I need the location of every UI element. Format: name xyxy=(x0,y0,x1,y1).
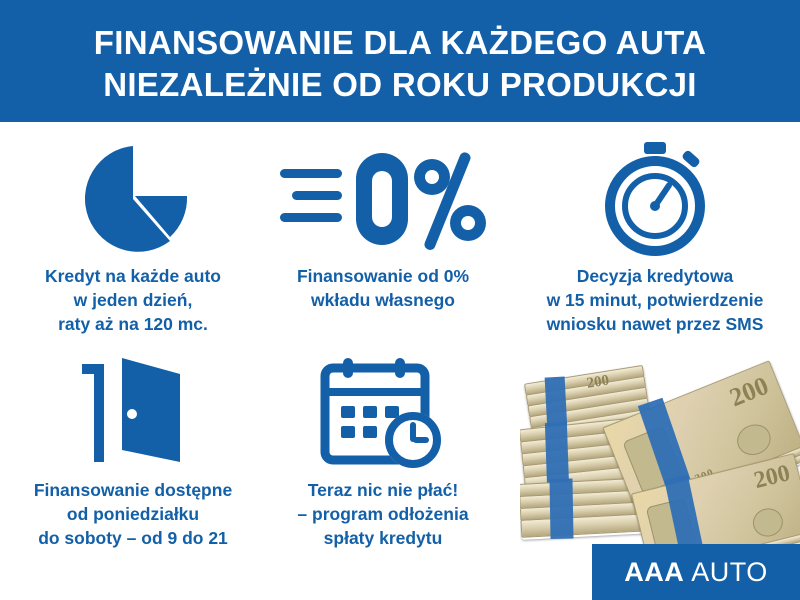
feature-caption: Teraz nic nie płać! – program odłożenia … xyxy=(297,480,469,548)
feature-item-availability: Finansowanie dostępne od poniedziałku do… xyxy=(8,354,258,550)
zero-percent-icon xyxy=(280,140,486,258)
feature-item-zero-percent: Finansowanie od 0% wkładu własnego xyxy=(258,140,508,312)
logo-text: AAA AUTO xyxy=(624,557,768,588)
logo-primary: AAA xyxy=(624,556,684,587)
logo-secondary: AUTO xyxy=(691,556,768,587)
feature-caption: Finansowanie dostępne od poniedziałku do… xyxy=(33,480,233,548)
feature-item-deferred: Teraz nic nie płać! – program odłożenia … xyxy=(258,354,508,550)
aaa-auto-logo: AAA AUTO xyxy=(592,544,800,600)
pie-chart-icon xyxy=(74,140,192,258)
banner-header: FINANSOWANIE DLA KAŻDEGO AUTA NIEZALEŻNI… xyxy=(0,0,800,122)
feature-item-credit: Kredyt na każde auto w jeden dzień, raty… xyxy=(8,140,258,336)
feature-caption: Decyzja kredytowa w 15 minut, potwierdze… xyxy=(546,266,764,334)
header-line-2: NIEZALEŻNIE OD ROKU PRODUKCJI xyxy=(103,66,697,103)
note-denomination: 200 xyxy=(725,370,773,413)
calendar-clock-icon xyxy=(317,354,449,472)
feature-caption: Kredyt na każde auto w jeden dzień, raty… xyxy=(44,266,222,334)
header-line-1: FINANSOWANIE DLA KAŻDEGO AUTA xyxy=(93,24,707,61)
feature-item-decision: Decyzja kredytowa w 15 minut, potwierdze… xyxy=(520,140,790,336)
note-denomination: 200 xyxy=(751,460,793,495)
stopwatch-icon xyxy=(596,140,714,258)
open-door-icon xyxy=(68,354,198,472)
feature-caption: Finansowanie od 0% wkładu własnego xyxy=(296,266,470,310)
note-denomination: 200 xyxy=(585,372,611,392)
features-grid: Kredyt na każde auto w jeden dzień, raty… xyxy=(0,122,800,600)
